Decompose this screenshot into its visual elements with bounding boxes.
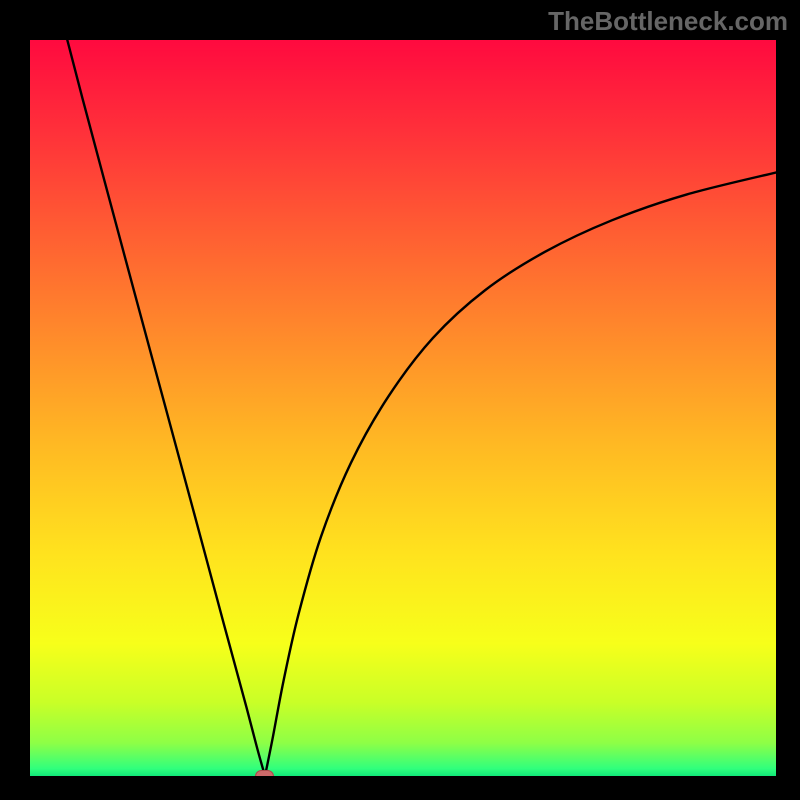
curve-layer: [30, 40, 776, 776]
bottleneck-curve-left: [67, 40, 265, 776]
chart-frame: TheBottleneck.com: [0, 0, 800, 800]
bottleneck-curve-right: [265, 172, 776, 776]
plot-area: [30, 40, 776, 776]
watermark: TheBottleneck.com: [548, 6, 788, 37]
